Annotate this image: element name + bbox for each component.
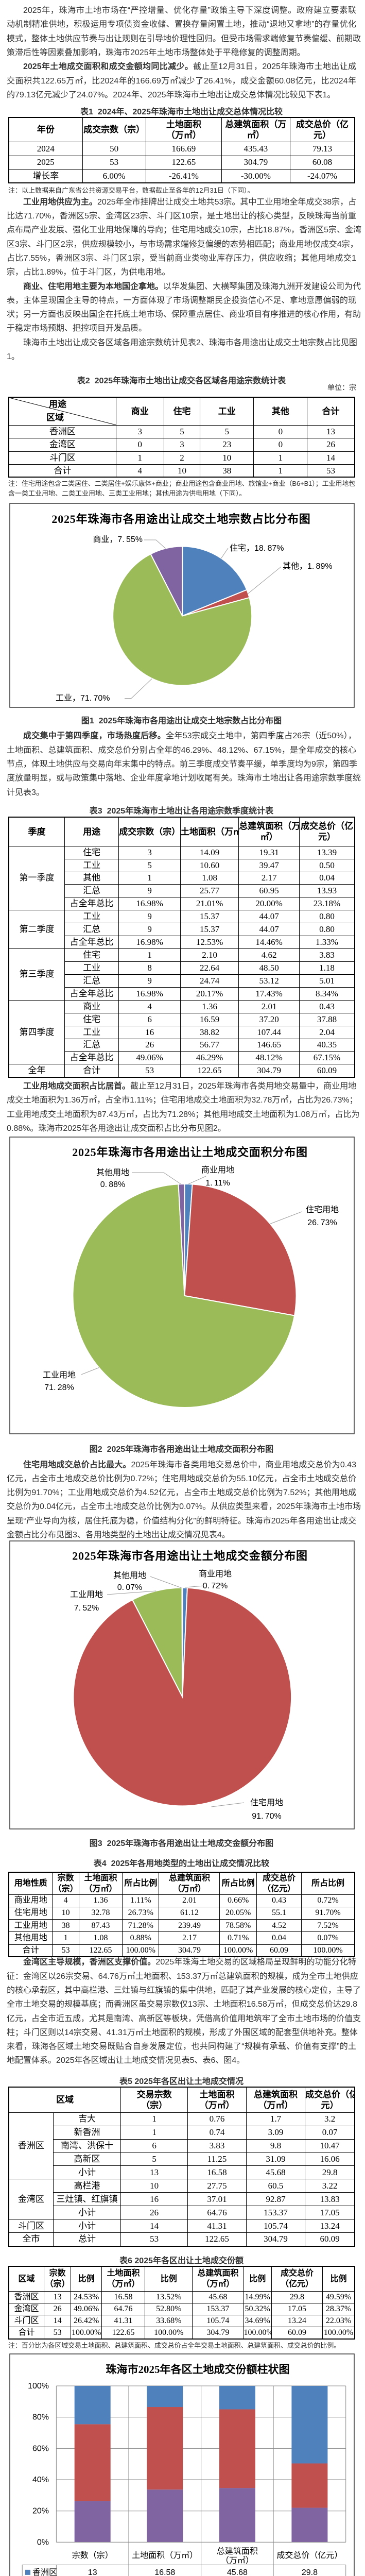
svg-text:土地面积（万㎡）: 土地面积（万㎡） <box>132 2551 198 2560</box>
svg-text:40%: 40% <box>32 2476 48 2484</box>
svg-text:其他，1. 89%: 其他，1. 89% <box>283 562 333 571</box>
svg-text:成交总价（亿元）: 成交总价（亿元） <box>276 2551 342 2560</box>
svg-text:16.58: 16.58 <box>154 2568 175 2576</box>
svg-text:1. 11%: 1. 11% <box>205 1179 230 1188</box>
svg-text:住宅用地: 住宅用地 <box>250 1798 283 1807</box>
svg-text:住宅，18. 87%: 住宅，18. 87% <box>230 544 284 553</box>
svg-text:13: 13 <box>88 2568 97 2576</box>
svg-text:80%: 80% <box>32 2413 48 2422</box>
svg-text:29.8: 29.8 <box>301 2568 317 2576</box>
svg-text:珠海市2025年各区土地成交份额柱状图: 珠海市2025年各区土地成交份额柱状图 <box>106 2363 289 2376</box>
svg-text:7. 52%: 7. 52% <box>74 1604 99 1613</box>
svg-text:0%: 0% <box>37 2538 48 2547</box>
svg-text:宗数（宗）: 宗数（宗） <box>72 2551 113 2560</box>
svg-text:2025年珠海市各用途出让土地成交面积分布图: 2025年珠海市各用途出让土地成交面积分布图 <box>72 1146 308 1159</box>
svg-text:71. 28%: 71. 28% <box>44 1383 74 1392</box>
svg-text:100%: 100% <box>28 2382 49 2391</box>
svg-text:其他用地: 其他用地 <box>113 1571 146 1580</box>
svg-text:工业用地: 工业用地 <box>42 1370 75 1380</box>
svg-text:（万㎡）: （万㎡） <box>220 2556 253 2565</box>
svg-text:香洲区: 香洲区 <box>32 2568 57 2576</box>
svg-text:其他用地: 其他用地 <box>96 1168 129 1177</box>
svg-text:商业，7. 55%: 商业，7. 55% <box>93 535 143 544</box>
svg-text:0. 72%: 0. 72% <box>202 1582 228 1590</box>
svg-text:26. 73%: 26. 73% <box>307 1218 337 1227</box>
svg-text:工业用地: 工业用地 <box>69 1590 102 1599</box>
svg-text:商业用地: 商业用地 <box>201 1165 234 1175</box>
svg-text:2025年珠海市各用途出让成交土地宗数占比分布图: 2025年珠海市各用途出让成交土地宗数占比分布图 <box>51 512 310 525</box>
svg-text:2025年珠海市各用途出让土地成交金额分布图: 2025年珠海市各用途出让土地成交金额分布图 <box>72 1549 308 1562</box>
svg-text:商业用地: 商业用地 <box>198 1569 231 1579</box>
svg-text:住宅用地: 住宅用地 <box>305 1205 338 1214</box>
svg-text:20%: 20% <box>32 2507 48 2516</box>
svg-text:0. 88%: 0. 88% <box>100 1180 125 1189</box>
svg-text:工业，71. 70%: 工业，71. 70% <box>56 693 110 703</box>
svg-text:0. 07%: 0. 07% <box>117 1583 142 1592</box>
svg-text:45.68: 45.68 <box>227 2568 247 2576</box>
svg-text:总建筑面积: 总建筑面积 <box>216 2547 257 2556</box>
svg-text:91. 70%: 91. 70% <box>252 1812 281 1821</box>
svg-text:60%: 60% <box>32 2444 48 2453</box>
